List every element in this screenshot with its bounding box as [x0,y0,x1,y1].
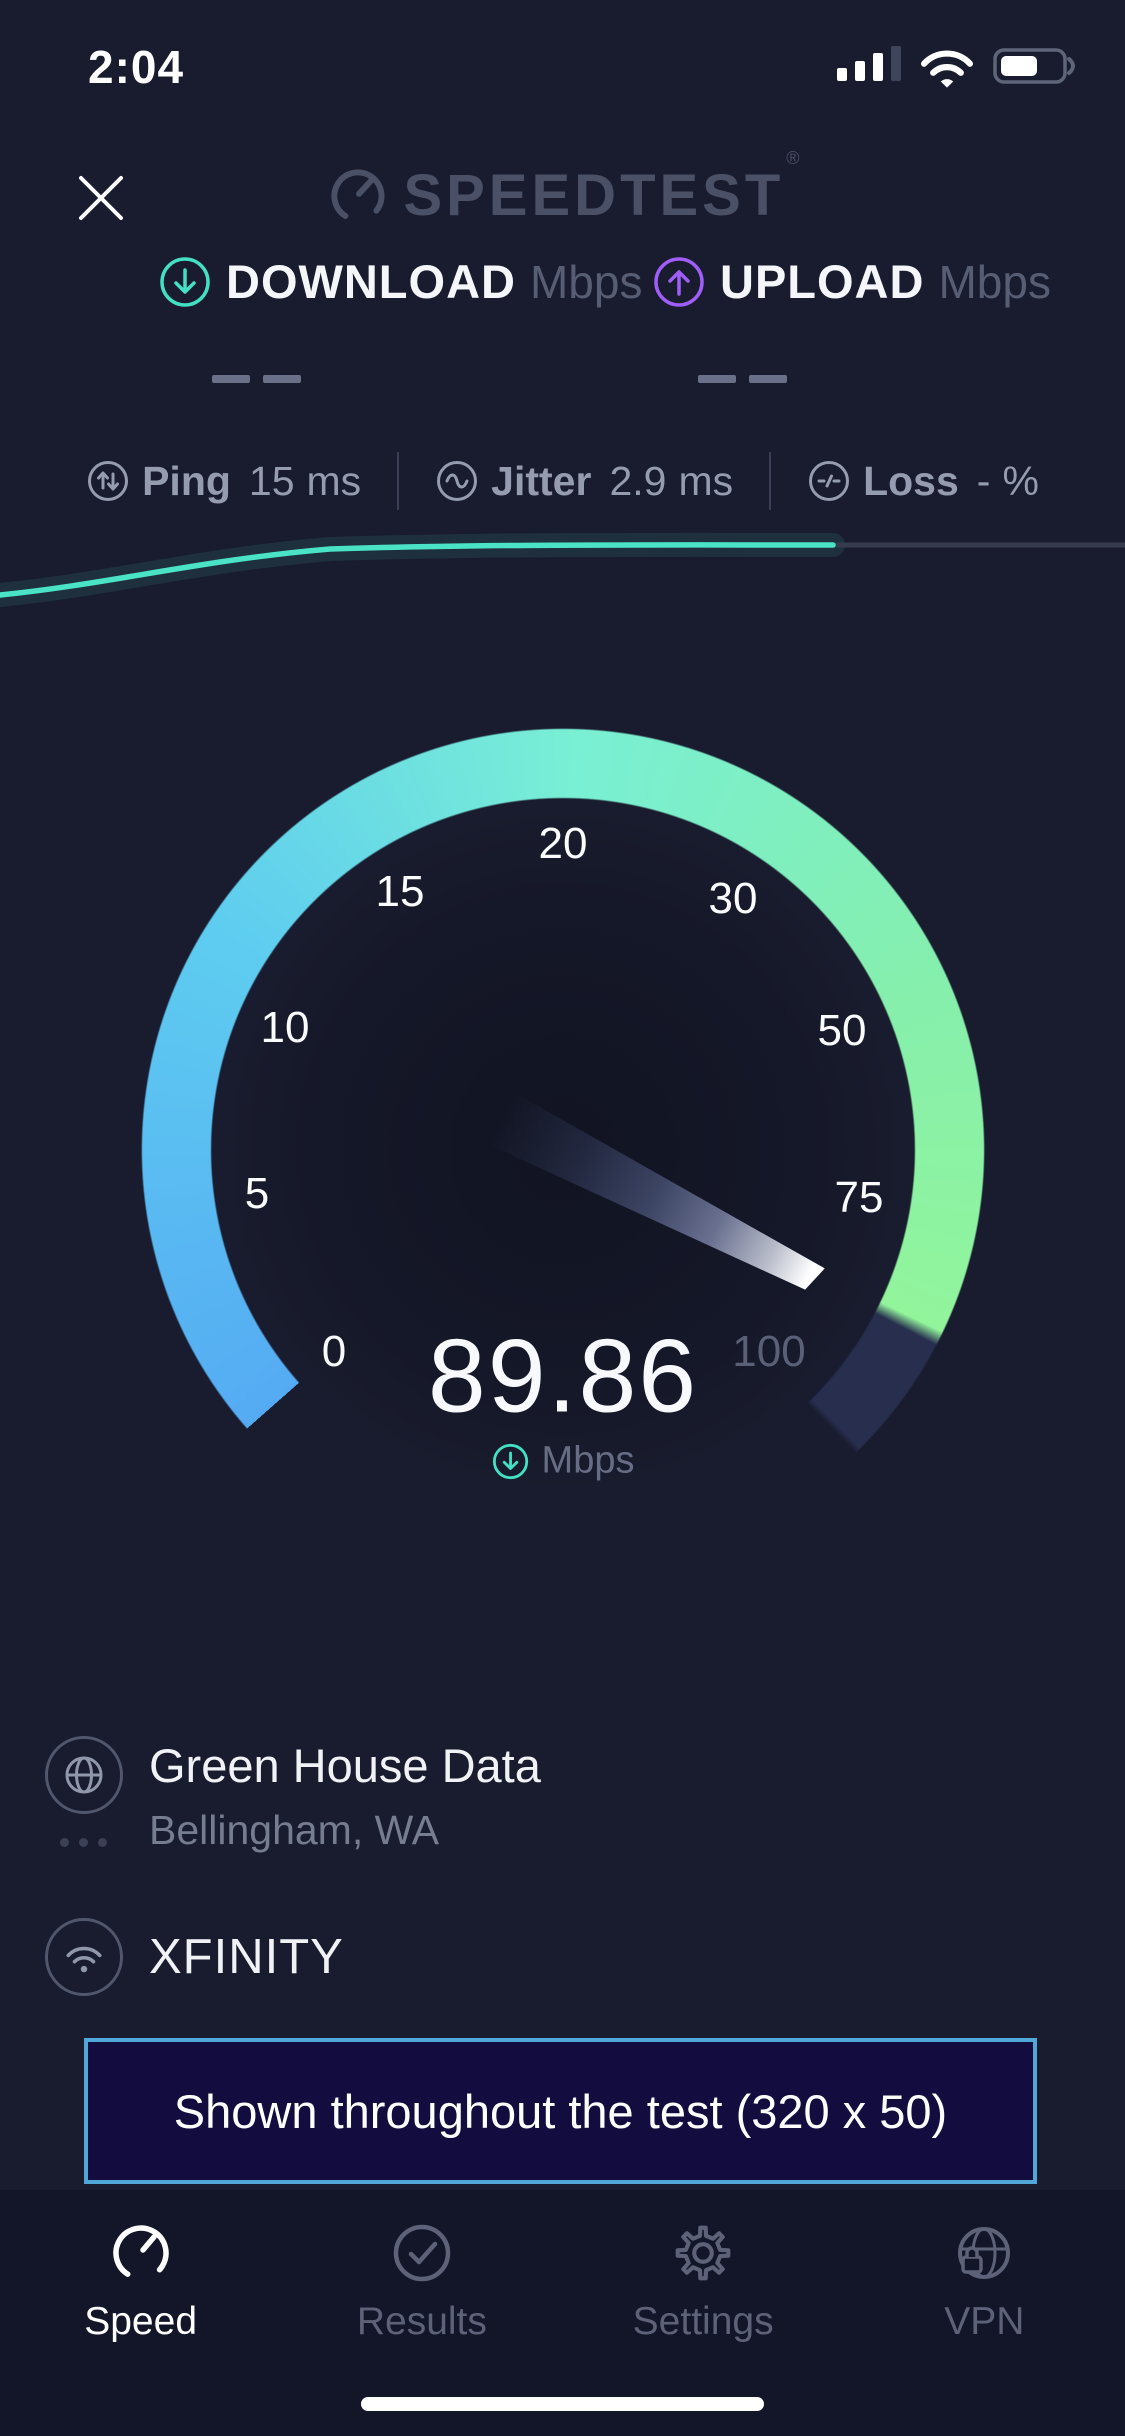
connection-dots [60,1838,107,1847]
loss-label: Loss [863,457,959,504]
gauge-tick-15: 15 [375,867,425,916]
upload-label: UPLOAD [720,255,925,308]
jitter-label: Jitter [491,457,592,504]
close-button[interactable] [73,170,129,226]
ad-text: Shown throughout the test (320 x 50) [173,2084,948,2138]
server-location: Bellingham, WA [149,1807,440,1853]
gauge-tick-100: 100 [732,1327,806,1376]
circle-arrow-down-icon [160,256,210,307]
tab-label: Results [356,2300,487,2343]
tab-label: Settings [632,2300,774,2343]
loss-value: - [976,457,991,504]
cellular-signal-icon [837,46,901,81]
ping-unit: ms [306,457,362,504]
gauge-tick-75: 75 [834,1173,884,1222]
ping-arrows-icon [88,461,129,501]
ping-label: Ping [142,457,231,504]
ping-stat: Ping 15 ms [86,458,361,505]
battery-icon [993,48,1075,84]
jitter-stat: Jitter 2.9 ms [435,458,733,505]
ping-value: 15 [248,457,295,504]
upload-unit: Mbps [938,255,1051,308]
upload-value-placeholder [698,375,787,383]
jitter-unit: ms [678,457,734,504]
download-unit: Mbps [529,255,643,308]
loss-unit: % [1002,457,1039,504]
results-check-icon [393,2224,451,2282]
status-time: 2:04 [88,41,185,93]
circle-arrow-up-icon [654,256,704,307]
gauge-unit-row: Mbps [492,1439,635,1483]
loss-stat: Loss - % [807,458,1039,505]
gauge-tick-50: 50 [817,1006,867,1055]
server-name: Green House Data [149,1739,541,1792]
download-label: DOWNLOAD [226,255,516,308]
globe-icon [45,1736,123,1814]
home-indicator[interactable] [361,2397,764,2411]
upload-header: UPLOAD Mbps [652,254,1051,309]
settings-gear-icon [675,2225,731,2281]
gauge-tick-5: 5 [244,1169,270,1218]
tab-vpn[interactable]: VPN [844,2190,1125,2436]
divider [397,452,400,510]
speed-gauge: 0 5 10 15 20 30 50 75 100 89.86 Mbps [141,728,985,1572]
server-row[interactable]: Green House Data Bellingham, WA [45,1736,541,1854]
download-speed-value: 89.86 [427,1318,699,1435]
close-icon [79,176,123,220]
packet-loss-icon [809,461,850,501]
tab-label: Speed [84,2300,198,2343]
status-icons [823,40,1085,92]
download-header: DOWNLOAD Mbps [158,254,642,309]
wifi-icon [920,50,974,88]
circle-arrow-down-icon [492,1443,529,1479]
tab-label: VPN [944,2300,1025,2343]
speedtest-logo: SPEEDTEST® [327,148,800,229]
jitter-wave-icon [437,461,478,501]
isp-name: XFINITY [149,1930,344,1984]
ping-sparkline [0,532,1125,607]
wifi-connection-icon [45,1918,123,1996]
vpn-globe-lock-icon [958,2227,1011,2279]
tab-bar: Speed Results Settings VPN [0,2190,1125,2436]
speedtest-gauge-icon [330,168,384,223]
jitter-value: 2.9 [609,457,667,504]
ad-banner[interactable]: Shown throughout the test (320 x 50) [84,2038,1037,2184]
gauge-tick-10: 10 [260,1003,310,1052]
app-name: SPEEDTEST [403,163,785,228]
tab-speed[interactable]: Speed [0,2190,281,2436]
tab-results[interactable]: Results [281,2190,562,2436]
isp-row[interactable]: XFINITY [45,1918,344,1996]
gauge-tick-20: 20 [538,819,588,868]
trademark: ® [786,148,800,168]
gauge-tick-30: 30 [708,874,758,923]
latency-stats-row: Ping 15 ms Jitter 2.9 ms Loss - % [0,452,1125,510]
divider [769,452,772,510]
download-value-placeholder [212,375,301,383]
gauge-tick-0: 0 [321,1327,347,1376]
gauge-unit-label: Mbps [541,1439,635,1482]
tab-settings[interactable]: Settings [563,2190,844,2436]
speed-gauge-icon [112,2225,169,2281]
